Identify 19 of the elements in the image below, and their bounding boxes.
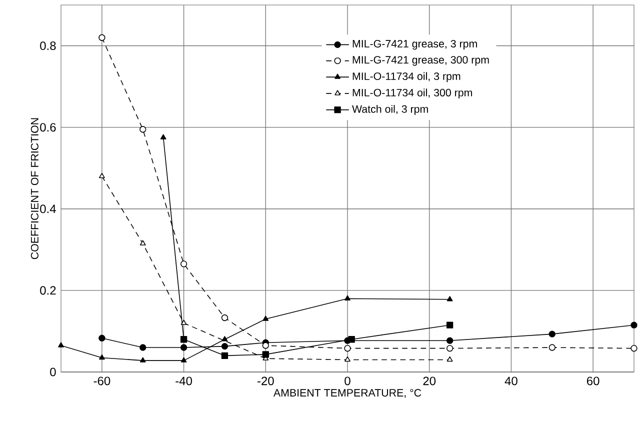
y-tick-label: 0.8 [40,42,56,50]
y-tick-label: 0.4 [40,204,56,214]
x-tick-label: 20 [423,376,436,386]
legend-label: MIL-G-7421 grease, 300 rpm [352,56,489,66]
y-tick-label: 0.6 [40,123,56,132]
y-axis-title: COEFFICIENT OF FRICTION [30,118,38,260]
legend-label: Watch oil, 3 rpm [352,104,428,115]
legend-label: MIL-O-11734 oil, 3 rpm [352,72,460,82]
x-tick-label: 40 [504,376,518,386]
legend-label: MIL-O-11734 oil, 300 rpm [352,88,472,99]
x-tick-label: -20 [258,376,274,386]
y-tick-label: 0.2 [40,286,56,295]
x-tick-label: 60 [586,376,600,386]
x-tick-label: 0 [344,376,350,386]
y-tick-label: 0 [50,368,56,376]
legend-label: MIL-G-7421 grease, 3 rpm [352,40,477,50]
x-axis-title: AMBIENT TEMPERATURE, °C [273,389,422,398]
x-tick-label: -60 [94,376,110,386]
x-tick-label: -40 [176,376,192,386]
